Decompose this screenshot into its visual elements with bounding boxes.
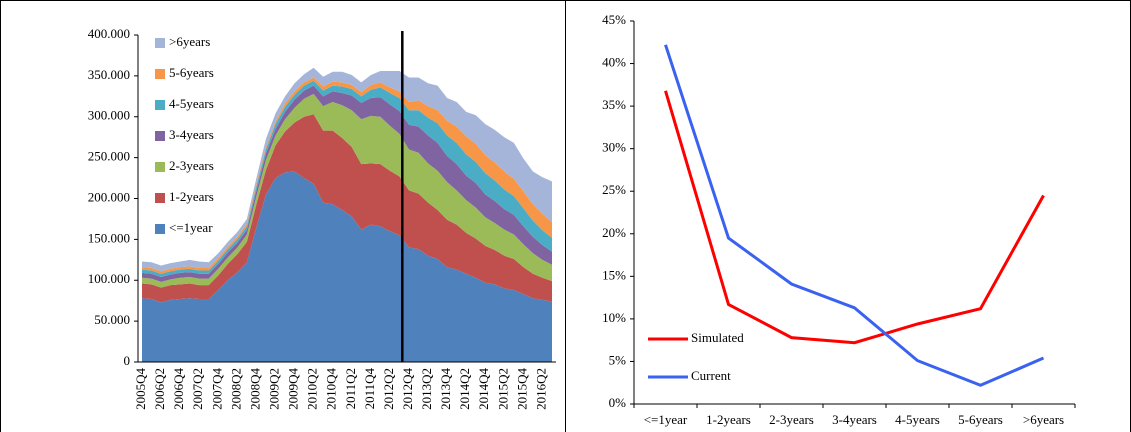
y-tick-label: 200.000 [88, 189, 130, 204]
x-tick-label: 2012Q2 [381, 368, 396, 410]
y-tick-label: 10% [602, 310, 626, 325]
y-tick-label: 30% [602, 140, 626, 155]
y-tick-label: 350.000 [88, 67, 130, 82]
x-tick-label: 4-5years [895, 412, 940, 427]
x-tick-label: >6years [1023, 412, 1064, 427]
x-tick-label: 2010Q2 [305, 368, 320, 410]
legend-label: Current [691, 368, 731, 383]
line [664, 44, 1045, 387]
y-tick-label: 100.000 [88, 271, 130, 286]
line [664, 90, 1045, 345]
legend-label: 3-4years [169, 127, 214, 142]
x-tick-label: 2015Q2 [495, 368, 510, 410]
y-tick-label: 45% [602, 12, 626, 27]
x-tick-label: 2014Q2 [457, 368, 472, 410]
x-tick-label: 2014Q4 [476, 368, 491, 410]
x-tick-label: 2007Q4 [209, 368, 224, 410]
x-tick-label: <=1year [644, 412, 688, 427]
y-tick-label: 0% [609, 395, 627, 410]
x-tick-label: 2009Q4 [286, 368, 301, 410]
y-tick-label: 300.000 [88, 108, 130, 123]
x-tick-label: 2008Q2 [228, 368, 243, 410]
x-tick-label: 5-6years [958, 412, 1003, 427]
x-tick-label: 2015Q4 [514, 368, 529, 410]
legend-label: 4-5years [169, 96, 214, 111]
x-tick-label: 2005Q4 [133, 368, 148, 410]
legend-label: Simulated [691, 330, 744, 345]
legend-swatch [155, 224, 165, 234]
x-tick-label: 2011Q2 [343, 368, 358, 409]
y-tick-label: 35% [602, 97, 626, 112]
area [142, 93, 552, 288]
y-tick-label: 20% [602, 225, 626, 240]
x-tick-label: 3-4years [832, 412, 877, 427]
x-tick-label: 2006Q4 [171, 368, 186, 410]
legend-label: 2-3years [169, 158, 214, 173]
y-tick-label: 15% [602, 267, 626, 282]
x-tick-label: 2006Q2 [152, 368, 167, 410]
legend-swatch [155, 100, 165, 110]
y-tick-label: 5% [609, 352, 627, 367]
x-tick-label: 2007Q2 [190, 368, 205, 410]
legend-label: <=1year [169, 220, 213, 235]
legend-swatch [155, 162, 165, 172]
x-tick-label: 2013Q2 [419, 368, 434, 410]
x-tick-label: 2011Q4 [362, 368, 377, 410]
legend-swatch [155, 38, 165, 48]
legend-swatch [155, 69, 165, 79]
y-tick-label: 50.000 [94, 312, 130, 327]
legend-label: 1-2years [169, 189, 214, 204]
y-tick-label: 150.000 [88, 230, 130, 245]
legend-swatch [155, 193, 165, 203]
legend-swatch [155, 131, 165, 141]
x-tick-label: 2010Q4 [324, 368, 339, 410]
x-tick-label: 2013Q4 [438, 368, 453, 410]
area [142, 77, 552, 274]
x-tick-label: 2016Q2 [533, 368, 548, 410]
y-tick-label: 0 [124, 353, 131, 368]
area [142, 85, 552, 282]
x-tick-label: 2-3years [769, 412, 814, 427]
area [142, 171, 552, 362]
legend-label: >6years [169, 34, 210, 49]
y-tick-label: 250.000 [88, 149, 130, 164]
legend-label: 5-6years [169, 65, 214, 80]
x-tick-label: 1-2years [706, 412, 751, 427]
x-tick-label: 2012Q4 [400, 368, 415, 410]
y-tick-label: 400.000 [88, 26, 130, 41]
x-tick-label: 2008Q4 [247, 368, 262, 410]
area [142, 114, 552, 303]
y-tick-label: 25% [602, 182, 626, 197]
x-tick-label: 2009Q2 [266, 368, 281, 410]
area [142, 67, 552, 272]
y-tick-label: 40% [602, 55, 626, 70]
